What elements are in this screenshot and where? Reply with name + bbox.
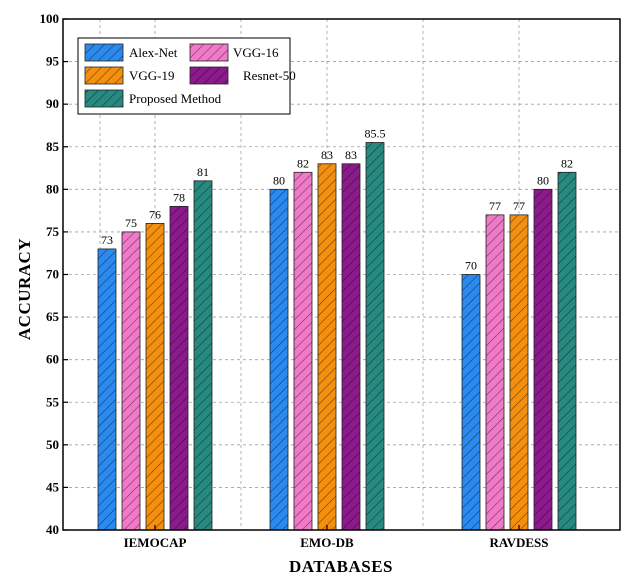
y-tick-label: 65 [46, 309, 60, 324]
x-tick-label: IEMOCAP [124, 535, 187, 550]
bar-alex-net-emo-db [269, 188, 289, 531]
bar-resnet-50-ravdess [533, 188, 553, 531]
bar-alex-net-ravdess [461, 274, 481, 531]
bar-resnet-50-iemocap [169, 205, 189, 531]
bar-alex-net-iemocap [97, 248, 117, 531]
bar-value-label: 83 [321, 148, 333, 162]
legend-swatch [84, 89, 124, 108]
bar-value-label: 77 [489, 199, 501, 213]
x-axis-title: DATABASES [289, 557, 393, 576]
y-axis-title: ACCURACY [15, 238, 34, 340]
legend-swatch [84, 43, 124, 62]
bar-vgg-19-ravdess [509, 214, 529, 531]
bars [97, 142, 577, 531]
legend-swatch [189, 43, 229, 62]
legend-swatch [84, 66, 124, 85]
value-labels: 73 75 76 78 81 80 82 83 83 85.5 70 77 77 80 82 [101, 126, 573, 272]
bar-value-label: 70 [465, 259, 477, 273]
bar-proposed-method-ravdess [557, 171, 577, 531]
bar-value-label: 80 [273, 173, 285, 187]
y-tick-label: 100 [40, 11, 60, 26]
y-tick-label: 95 [46, 54, 60, 69]
bar-value-label: 77 [513, 199, 525, 213]
bar-proposed-method-emo-db [365, 142, 385, 531]
legend: Alex-Net VGG-16 VGG-19 Resnet-50 Proposed Me… [77, 37, 296, 115]
y-tick-label: 55 [46, 394, 60, 409]
bar-proposed-method-iemocap [193, 180, 213, 531]
y-tick-label: 90 [46, 96, 59, 111]
y-tick-label: 70 [46, 267, 59, 282]
legend-label: Resnet-50 [243, 68, 296, 83]
bar-value-label: 85.5 [365, 126, 386, 140]
legend-label: VGG-16 [233, 45, 279, 60]
y-tick-label: 85 [46, 139, 60, 154]
bar-value-label: 80 [537, 173, 549, 187]
y-tick-label: 50 [46, 437, 59, 452]
bar-vgg-16-iemocap [121, 231, 141, 531]
bar-value-label: 76 [149, 207, 161, 221]
y-tick-label: 60 [46, 352, 59, 367]
y-tick-label: 40 [46, 522, 59, 537]
x-tick-label: RAVDESS [489, 535, 548, 550]
bar-value-label: 75 [125, 216, 137, 230]
bar-value-label: 73 [101, 233, 113, 247]
bar-value-label: 82 [561, 156, 573, 170]
x-tick-label: EMO-DB [300, 535, 354, 550]
bar-resnet-50-emo-db [341, 163, 361, 531]
bar-value-label: 81 [197, 165, 209, 179]
bar-vgg-19-emo-db [317, 163, 337, 531]
axes: 40 45 50 55 60 65 70 75 80 85 90 95 100 IEMOCAP EMO-DB… [40, 11, 621, 550]
bar-value-label: 83 [345, 148, 357, 162]
y-tick-label: 80 [46, 181, 59, 196]
bar-vgg-16-ravdess [485, 214, 505, 531]
bar-vgg-16-emo-db [293, 171, 313, 531]
y-tick-label: 45 [46, 479, 60, 494]
y-tick-label: 75 [46, 224, 60, 239]
bar-value-label: 82 [297, 156, 309, 170]
legend-swatch [189, 66, 229, 85]
bar-vgg-19-iemocap [145, 222, 165, 531]
legend-label: Proposed Method [129, 91, 222, 106]
bar-value-label: 78 [173, 190, 185, 204]
legend-label: Alex-Net [129, 45, 178, 60]
legend-label: VGG-19 [129, 68, 175, 83]
